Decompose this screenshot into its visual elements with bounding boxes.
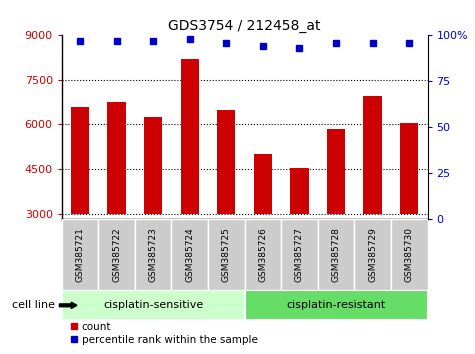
Text: GSM385726: GSM385726 bbox=[258, 227, 267, 282]
Bar bbox=[400, 123, 418, 213]
Text: cell line: cell line bbox=[11, 300, 55, 310]
Bar bbox=[318, 219, 354, 290]
Bar bbox=[98, 219, 135, 290]
Bar bbox=[254, 154, 272, 213]
Text: cisplatin-resistant: cisplatin-resistant bbox=[286, 300, 386, 310]
Bar bbox=[71, 107, 89, 213]
Bar bbox=[62, 219, 98, 290]
Bar bbox=[62, 290, 245, 320]
Bar bbox=[391, 219, 428, 290]
Bar bbox=[245, 290, 428, 320]
Text: GSM385725: GSM385725 bbox=[222, 227, 231, 282]
Bar bbox=[290, 167, 309, 213]
Bar bbox=[281, 219, 318, 290]
Bar bbox=[363, 96, 382, 213]
Text: GSM385727: GSM385727 bbox=[295, 227, 304, 282]
Text: GSM385724: GSM385724 bbox=[185, 228, 194, 282]
Text: GSM385728: GSM385728 bbox=[332, 227, 341, 282]
Bar bbox=[144, 117, 162, 213]
Bar bbox=[107, 102, 126, 213]
Bar bbox=[180, 59, 199, 213]
Text: GSM385722: GSM385722 bbox=[112, 228, 121, 282]
Bar bbox=[354, 219, 391, 290]
Text: cisplatin-sensitive: cisplatin-sensitive bbox=[103, 300, 203, 310]
Bar bbox=[245, 219, 281, 290]
Text: GSM385729: GSM385729 bbox=[368, 227, 377, 282]
Text: GSM385723: GSM385723 bbox=[149, 227, 158, 282]
Text: GSM385721: GSM385721 bbox=[76, 227, 85, 282]
Bar bbox=[208, 219, 245, 290]
Bar bbox=[327, 129, 345, 213]
Title: GDS3754 / 212458_at: GDS3754 / 212458_at bbox=[168, 19, 321, 33]
Bar bbox=[135, 219, 171, 290]
Bar bbox=[217, 110, 236, 213]
Text: GSM385730: GSM385730 bbox=[405, 227, 414, 282]
Bar bbox=[171, 219, 208, 290]
Legend: count, percentile rank within the sample: count, percentile rank within the sample bbox=[67, 317, 262, 349]
